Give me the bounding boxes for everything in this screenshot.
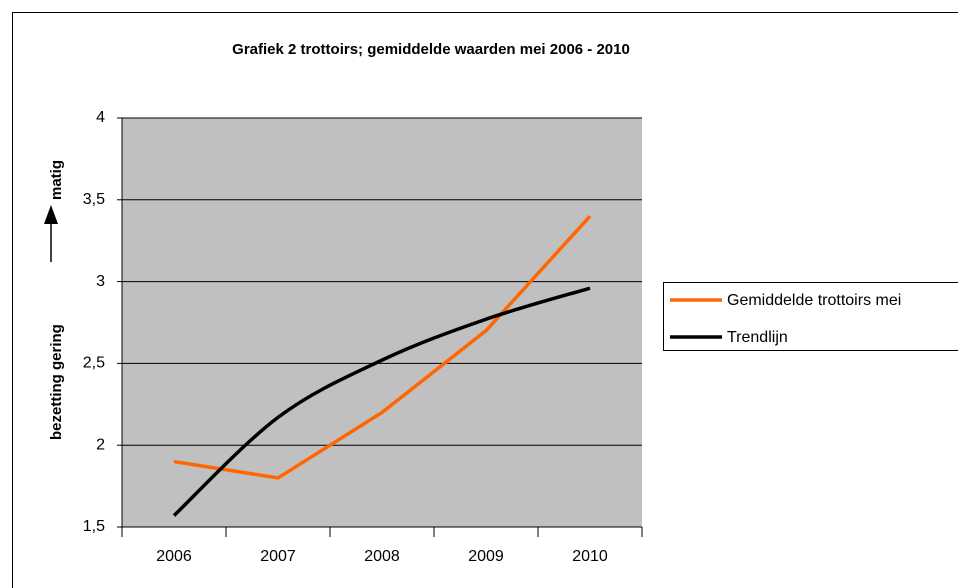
- x-tick-label: 2007: [260, 548, 296, 565]
- chart-title: Grafiek 2 trottoirs; gemiddelde waarden …: [232, 41, 630, 58]
- y-axis-arrow-head: [44, 205, 58, 224]
- y-tick-label: 4: [96, 109, 105, 126]
- x-tick-label: 2006: [156, 548, 192, 565]
- series-line: [172, 286, 591, 517]
- y-tick-label: 2,5: [83, 355, 105, 372]
- legend: [663, 282, 958, 351]
- plot-area: [122, 118, 642, 527]
- series-line: [173, 214, 592, 480]
- y-tick-label: 3,5: [83, 191, 105, 208]
- x-tick-label: 2010: [572, 548, 608, 565]
- y-tick-label: 2: [96, 436, 105, 453]
- legend-label: Gemiddelde trottoirs mei: [727, 292, 901, 309]
- y-tick-label: 3: [96, 273, 105, 290]
- y-axis-label: matig: [48, 160, 65, 200]
- y-axis-label: bezetting gering: [48, 324, 65, 440]
- y-tick-label: 1,5: [83, 518, 105, 535]
- legend-label: Trendlijn: [727, 329, 788, 346]
- x-tick-label: 2008: [364, 548, 400, 565]
- x-tick-label: 2009: [468, 548, 504, 565]
